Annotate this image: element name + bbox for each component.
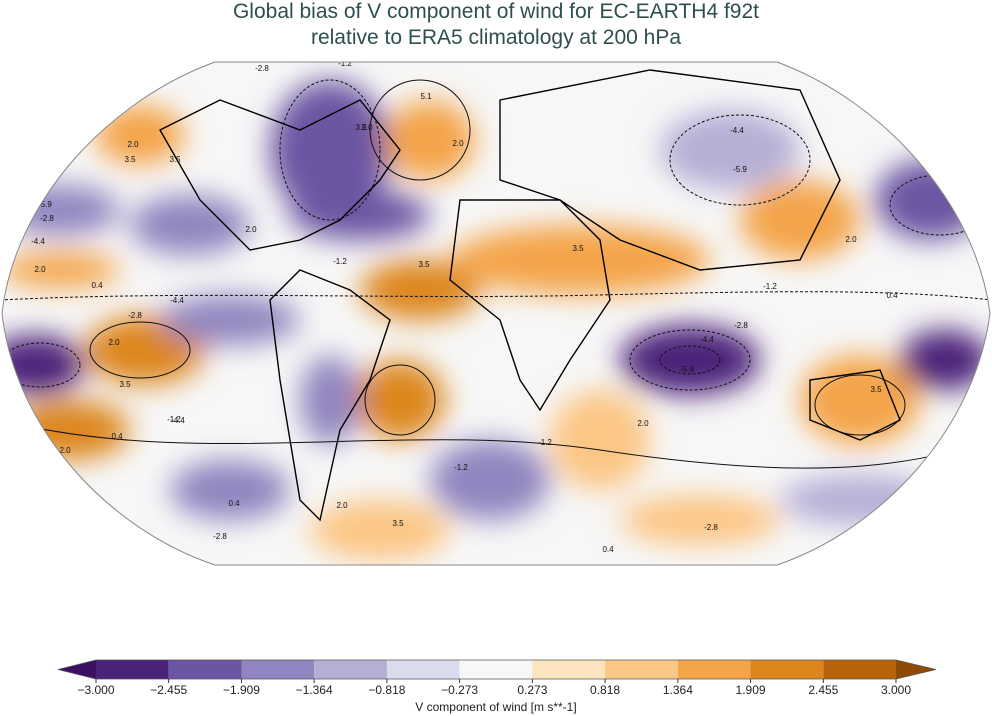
contour-label: 0.4	[91, 281, 103, 290]
contour-label: 0.4	[46, 175, 58, 184]
contour-label: -4.4	[171, 416, 185, 425]
colorbar-extend-low	[58, 660, 96, 679]
contour-label: 2.0	[127, 140, 139, 149]
contour-label: 2.0	[59, 446, 71, 455]
contour-label: -4.4	[31, 237, 45, 246]
contour-label: 3.5	[572, 244, 584, 253]
colorbar-segment	[823, 660, 896, 679]
title-line: relative to ERA5 climatology at 200 hPa	[311, 26, 681, 49]
contour-label: 3.5	[355, 123, 367, 132]
contour-label: -5.9	[733, 165, 747, 174]
contour-label: -5.9	[38, 200, 52, 209]
contour-label: 2.0	[361, 123, 373, 132]
contour-label: 3.5	[392, 519, 404, 528]
contour-label: -4.4	[700, 335, 714, 344]
map: -2.8-1.22.03.53.52.05.13.52.0-4.4-5.9-5.…	[2, 59, 990, 565]
title-line: Global bias of V component of wind for E…	[233, 0, 759, 23]
colorbar-tick-label: −0.273	[441, 683, 478, 697]
contour-label: 2.0	[845, 235, 857, 244]
contour-label: -1.2	[538, 438, 552, 447]
colorbar-tick-label: 1.364	[663, 683, 693, 697]
contour-label: 0.4	[602, 545, 614, 554]
contour-label: 5.1	[420, 92, 432, 101]
contour-label: -2.8	[213, 532, 227, 541]
contour-label: -1.2	[338, 59, 352, 68]
colorbar: −3.000 −2.455 −1.909 −1.364 −0.818 −0.273 0.27…	[57, 659, 937, 697]
contour-label: 3.5	[119, 380, 131, 389]
colorbar-tick-label: −1.909	[223, 683, 260, 697]
contour-label: 2.0	[34, 265, 46, 274]
colorbar-tick-label: 2.455	[808, 683, 838, 697]
contour-label: 2.0	[637, 419, 649, 428]
colorbar-segment	[459, 660, 533, 679]
contour-label: 0.4	[886, 291, 898, 300]
contour-label: 3.5	[870, 385, 882, 394]
colorbar-extend-high	[896, 660, 936, 679]
contour-label: 3.5	[124, 155, 136, 164]
colorbar-segment	[532, 660, 606, 679]
contour-label: -2.8	[40, 214, 54, 223]
colorbar-segment	[168, 660, 242, 679]
contour-label: 3.5	[169, 155, 181, 164]
colorbar-tick-label: 0.273	[517, 683, 547, 697]
colorbar-tick-label: −1.364	[296, 683, 333, 697]
colorbar-tick-label: 0.818	[590, 683, 620, 697]
colorbar-tick-label: 1.909	[736, 683, 766, 697]
colorbar-tick-label: −2.455	[150, 683, 187, 697]
colorbar-segment	[96, 660, 169, 679]
contour-label: 0.4	[111, 432, 123, 441]
colorbar-segment	[386, 660, 460, 679]
contour-label: 0.4	[228, 499, 240, 508]
colorbar-segment	[241, 660, 315, 679]
colorbar-tick-label: 3.000	[881, 683, 911, 697]
colorbar-tick-label: −0.818	[368, 683, 405, 697]
contour-label: 3.5	[418, 260, 430, 269]
contour-label: 2.0	[336, 501, 348, 510]
colorbar-segment	[605, 660, 678, 679]
contour-label: 2.0	[245, 225, 257, 234]
colorbar-segment	[750, 660, 824, 679]
contour-label: -1.2	[454, 463, 468, 472]
contour-label: -2.8	[734, 321, 748, 330]
contour-label: -1.2	[763, 282, 777, 291]
contour-label: -2.8	[255, 64, 269, 73]
colorbar-tick-label: −3.000	[77, 683, 114, 697]
contour-label: -2.8	[128, 311, 142, 320]
contour-label: 2.0	[452, 139, 464, 148]
contour-label: -4.4	[170, 296, 184, 305]
contour-label: -1.2	[333, 257, 347, 266]
contour-label: -2.8	[704, 523, 718, 532]
contour-label: -1.2	[167, 415, 181, 424]
contour-label: -5.9	[680, 365, 694, 374]
contour-label: 2.0	[108, 338, 120, 347]
colorbar-label: V component of wind [m s**-1]	[415, 700, 576, 714]
contour-label: -4.4	[730, 126, 744, 135]
colorbar-segment	[314, 660, 387, 679]
colorbar-segment	[677, 660, 751, 679]
map-frame	[1, 61, 991, 566]
